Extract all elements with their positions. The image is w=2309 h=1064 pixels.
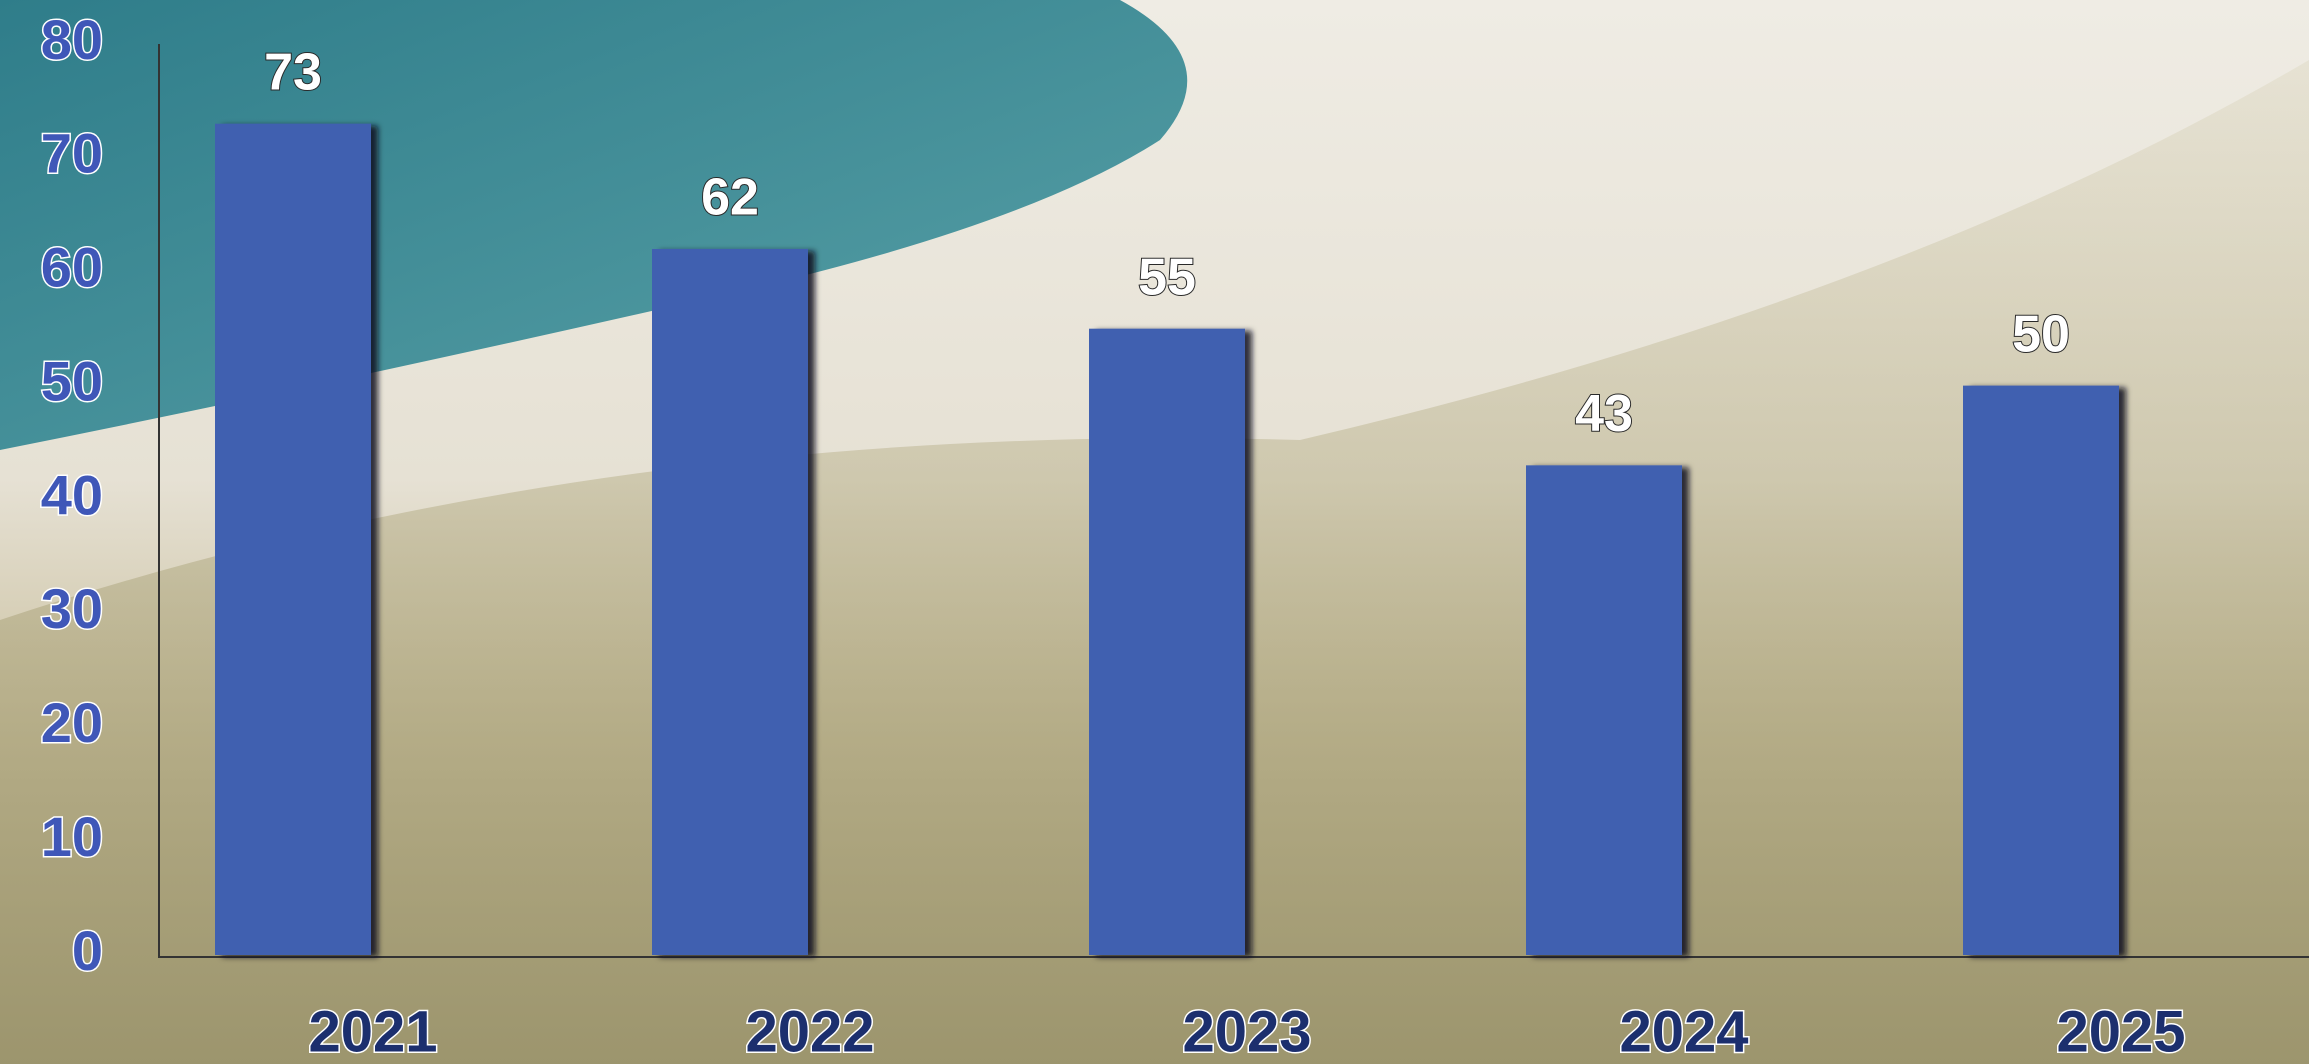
bar	[215, 123, 371, 955]
bar	[1526, 465, 1682, 955]
bar	[1089, 328, 1245, 955]
y-tick-label: 10	[41, 805, 103, 868]
y-tick-label: 50	[41, 349, 103, 412]
bar	[652, 248, 808, 956]
y-tick-label: 30	[41, 577, 103, 640]
value-label: 62	[701, 169, 759, 227]
y-tick-label: 60	[41, 236, 103, 299]
y-tick-label: 0	[72, 919, 103, 982]
x-tick-label: 2023	[1182, 999, 1311, 1064]
x-tick-label: 2021	[308, 999, 437, 1064]
value-label: 43	[1575, 385, 1633, 443]
y-tick-label: 20	[41, 691, 103, 754]
x-tick-label: 2024	[1619, 999, 1748, 1064]
bar	[1963, 385, 2119, 955]
value-label: 55	[1138, 248, 1196, 306]
y-tick-label: 40	[41, 463, 103, 526]
value-label: 73	[264, 43, 322, 101]
y-tick-label: 80	[41, 8, 103, 71]
x-tick-label: 2025	[2056, 999, 2185, 1064]
x-tick-label: 2022	[745, 999, 874, 1064]
value-label: 50	[2012, 305, 2070, 363]
y-tick-label: 70	[41, 122, 103, 185]
